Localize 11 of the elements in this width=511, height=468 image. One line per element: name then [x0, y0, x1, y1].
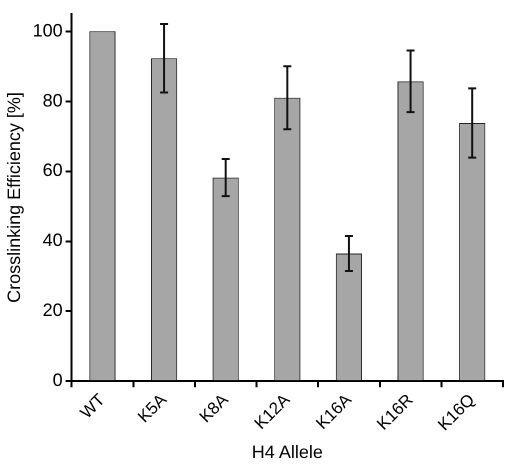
x-tick-label: WT: [76, 390, 109, 422]
y-tick-label: 20: [42, 300, 63, 320]
y-tick-label: 80: [42, 90, 63, 110]
y-tick-label: 100: [32, 20, 63, 40]
y-axis-title: Crosslinking Efficiency [%]: [4, 92, 24, 303]
x-axis-title: H4 Allele: [252, 442, 323, 462]
y-tick-label: 0: [52, 370, 63, 390]
x-tick-label: K5A: [134, 390, 171, 426]
x-tick-label: K8A: [196, 390, 232, 426]
y-tick-label: 40: [42, 230, 63, 250]
y-tick-label: 60: [42, 160, 63, 180]
